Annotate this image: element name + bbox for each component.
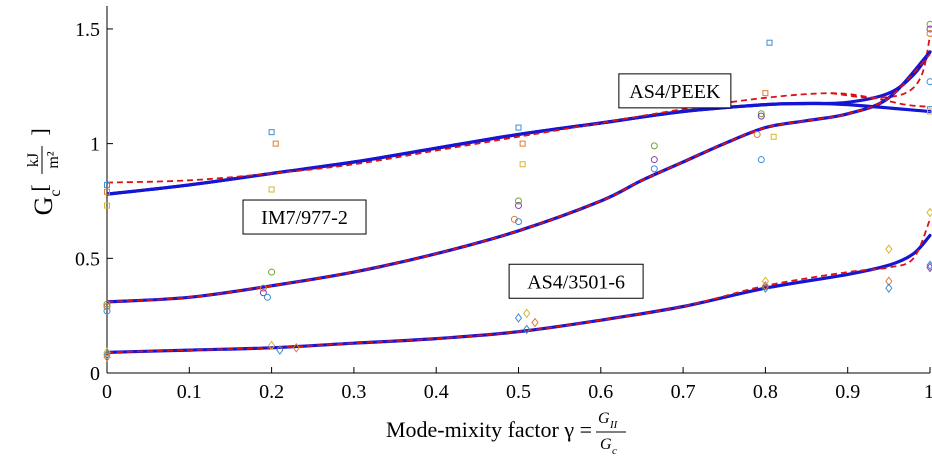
im7-977-2-data-point [926, 30, 932, 38]
data-points [103, 20, 932, 362]
y-axis-label-subscript: c [47, 189, 64, 196]
series-labels: AS4/PEEK IM7/977-2 AS4/3501-6 [242, 73, 732, 299]
im7-977-2-data-point [259, 289, 267, 297]
im7-977-2-label: IM7/977-2 [261, 207, 348, 229]
y-unit-numerator: kJ [25, 153, 42, 167]
im7-977-2-fit-solid-line [107, 50, 932, 304]
as4-3501-6-data-point [523, 308, 531, 319]
x-tick-label: 0.3 [341, 381, 366, 403]
im7-977-2-data-point [926, 25, 932, 33]
y-unit-bracket-right: ] [27, 128, 52, 135]
im7-977-2-data-point [753, 130, 761, 138]
as4-peek-data-point [519, 140, 526, 147]
x-tick-label: 0.8 [753, 381, 778, 403]
as4-peek-fit-solid-line [107, 50, 932, 196]
im7-977-2-data-point [757, 110, 765, 118]
x-tick-label: 1 [924, 381, 932, 403]
im7-977-2-data-point [515, 202, 522, 210]
im7-977-2-label-box [242, 199, 367, 235]
as4-3501-6-data-point [761, 281, 770, 291]
as4-peek-data-point [519, 161, 526, 168]
as4-peek-label-box [618, 73, 732, 109]
as4-3501-6-data-point [292, 342, 300, 353]
im7-977-2-data-point [926, 20, 932, 28]
im7-977-2-data-point [268, 268, 276, 276]
im7-977-2-data-point [103, 302, 111, 310]
x-tick-label: 0.1 [177, 381, 202, 403]
as4-3501-6-data-point [514, 313, 523, 323]
as4-3501-6-label-box [508, 263, 644, 299]
y-tick-label: 1 [90, 134, 100, 156]
x-tick-label: 0 [102, 381, 112, 403]
as4-3501-6-data-point [103, 347, 111, 358]
as4-peek-fit-dashed-line [831, 35, 931, 99]
as4-3501-6-data-point [761, 276, 770, 287]
as4-peek-data-point [762, 90, 769, 97]
fit-curves [107, 35, 932, 354]
as4-peek-data-point [766, 39, 773, 46]
x-tick-label: 0.2 [259, 381, 284, 403]
y-unit-bracket-left: [ [27, 184, 52, 191]
as4-peek-data-point [272, 140, 279, 147]
as4-3501-6-fit-dashed-line [107, 218, 931, 354]
im7-977-2-data-point [515, 197, 522, 205]
x-axis-label-text: Mode-mixity factor γ = [386, 417, 592, 442]
as4-3501-6-data-point [276, 345, 284, 355]
y-axis-label-symbol: G [29, 197, 58, 216]
im7-977-2-data-point [515, 218, 522, 226]
as4-peek-label: AS4/PEEK [629, 81, 721, 103]
as4-3501-6-data-point [531, 317, 539, 328]
im7-977-2-data-point [259, 284, 267, 292]
y-tick-label: 1.5 [75, 19, 100, 41]
x-axis-label-denominator: G [600, 436, 612, 453]
as4-3501-6-label: AS4/3501-6 [527, 271, 625, 293]
as4-3501-6-data-point [885, 244, 893, 254]
as4-peek-data-point [927, 108, 932, 115]
y-tick-label: 0 [90, 363, 100, 385]
as4-peek-fit-dashed-line [107, 92, 931, 184]
im7-977-2-data-point [263, 293, 271, 301]
x-axis-label: Mode-mixity factor γ = G II G c [386, 410, 626, 457]
x-axis-label-denominator-subscript: c [612, 445, 617, 457]
as4-3501-6-data-point [926, 262, 932, 273]
as4-3501-6-data-point [103, 352, 111, 362]
as4-peek-data-point [104, 181, 110, 188]
axes: 0 0.1 0.2 0.3 0.4 0.5 0.6 0.7 0.8 0.9 1 0 0.5 1 1.5 [75, 6, 932, 403]
as4-peek-data-point [268, 186, 275, 193]
y-unit-denominator: m² [45, 151, 62, 168]
as4-peek-data-point [770, 133, 777, 140]
im7-977-2-data-point [103, 307, 111, 315]
y-axis-label: G c [ kJ m² ] [25, 128, 64, 215]
as4-3501-6-data-point [103, 349, 111, 360]
im7-977-2-data-point [926, 78, 932, 86]
as4-3501-6-data-point [523, 324, 531, 335]
as4-3501-6-data-point [926, 207, 932, 218]
as4-3501-6-data-point [267, 340, 276, 351]
as4-peek-data-point [268, 129, 275, 136]
im7-977-2-data-point [650, 156, 658, 164]
x-tick-label: 0.5 [506, 381, 531, 403]
as4-3501-6-data-point [885, 276, 893, 287]
as4-peek-data-point [104, 188, 110, 195]
as4-3501-6-data-point [885, 283, 893, 293]
x-tick-label: 0.9 [835, 381, 860, 403]
im7-977-2-data-point [650, 142, 658, 150]
as4-peek-data-point [104, 202, 110, 209]
x-axis-label-numerator-subscript: II [609, 419, 619, 431]
as4-peek-data-point [515, 124, 522, 131]
im7-977-2-data-point [510, 215, 518, 223]
x-tick-label: 0.6 [588, 381, 613, 403]
as4-3501-6-data-point [926, 260, 932, 271]
x-tick-label: 0.4 [424, 381, 449, 403]
as4-3501-6-data-point [761, 283, 770, 293]
im7-977-2-data-point [650, 165, 658, 173]
y-tick-label: 0.5 [75, 248, 100, 270]
im7-977-2-data-point [757, 112, 765, 120]
x-tick-label: 0.7 [671, 381, 696, 403]
im7-977-2-data-point [103, 300, 111, 308]
x-axis-label-numerator: G [598, 410, 610, 427]
im7-977-2-data-point [757, 156, 765, 164]
